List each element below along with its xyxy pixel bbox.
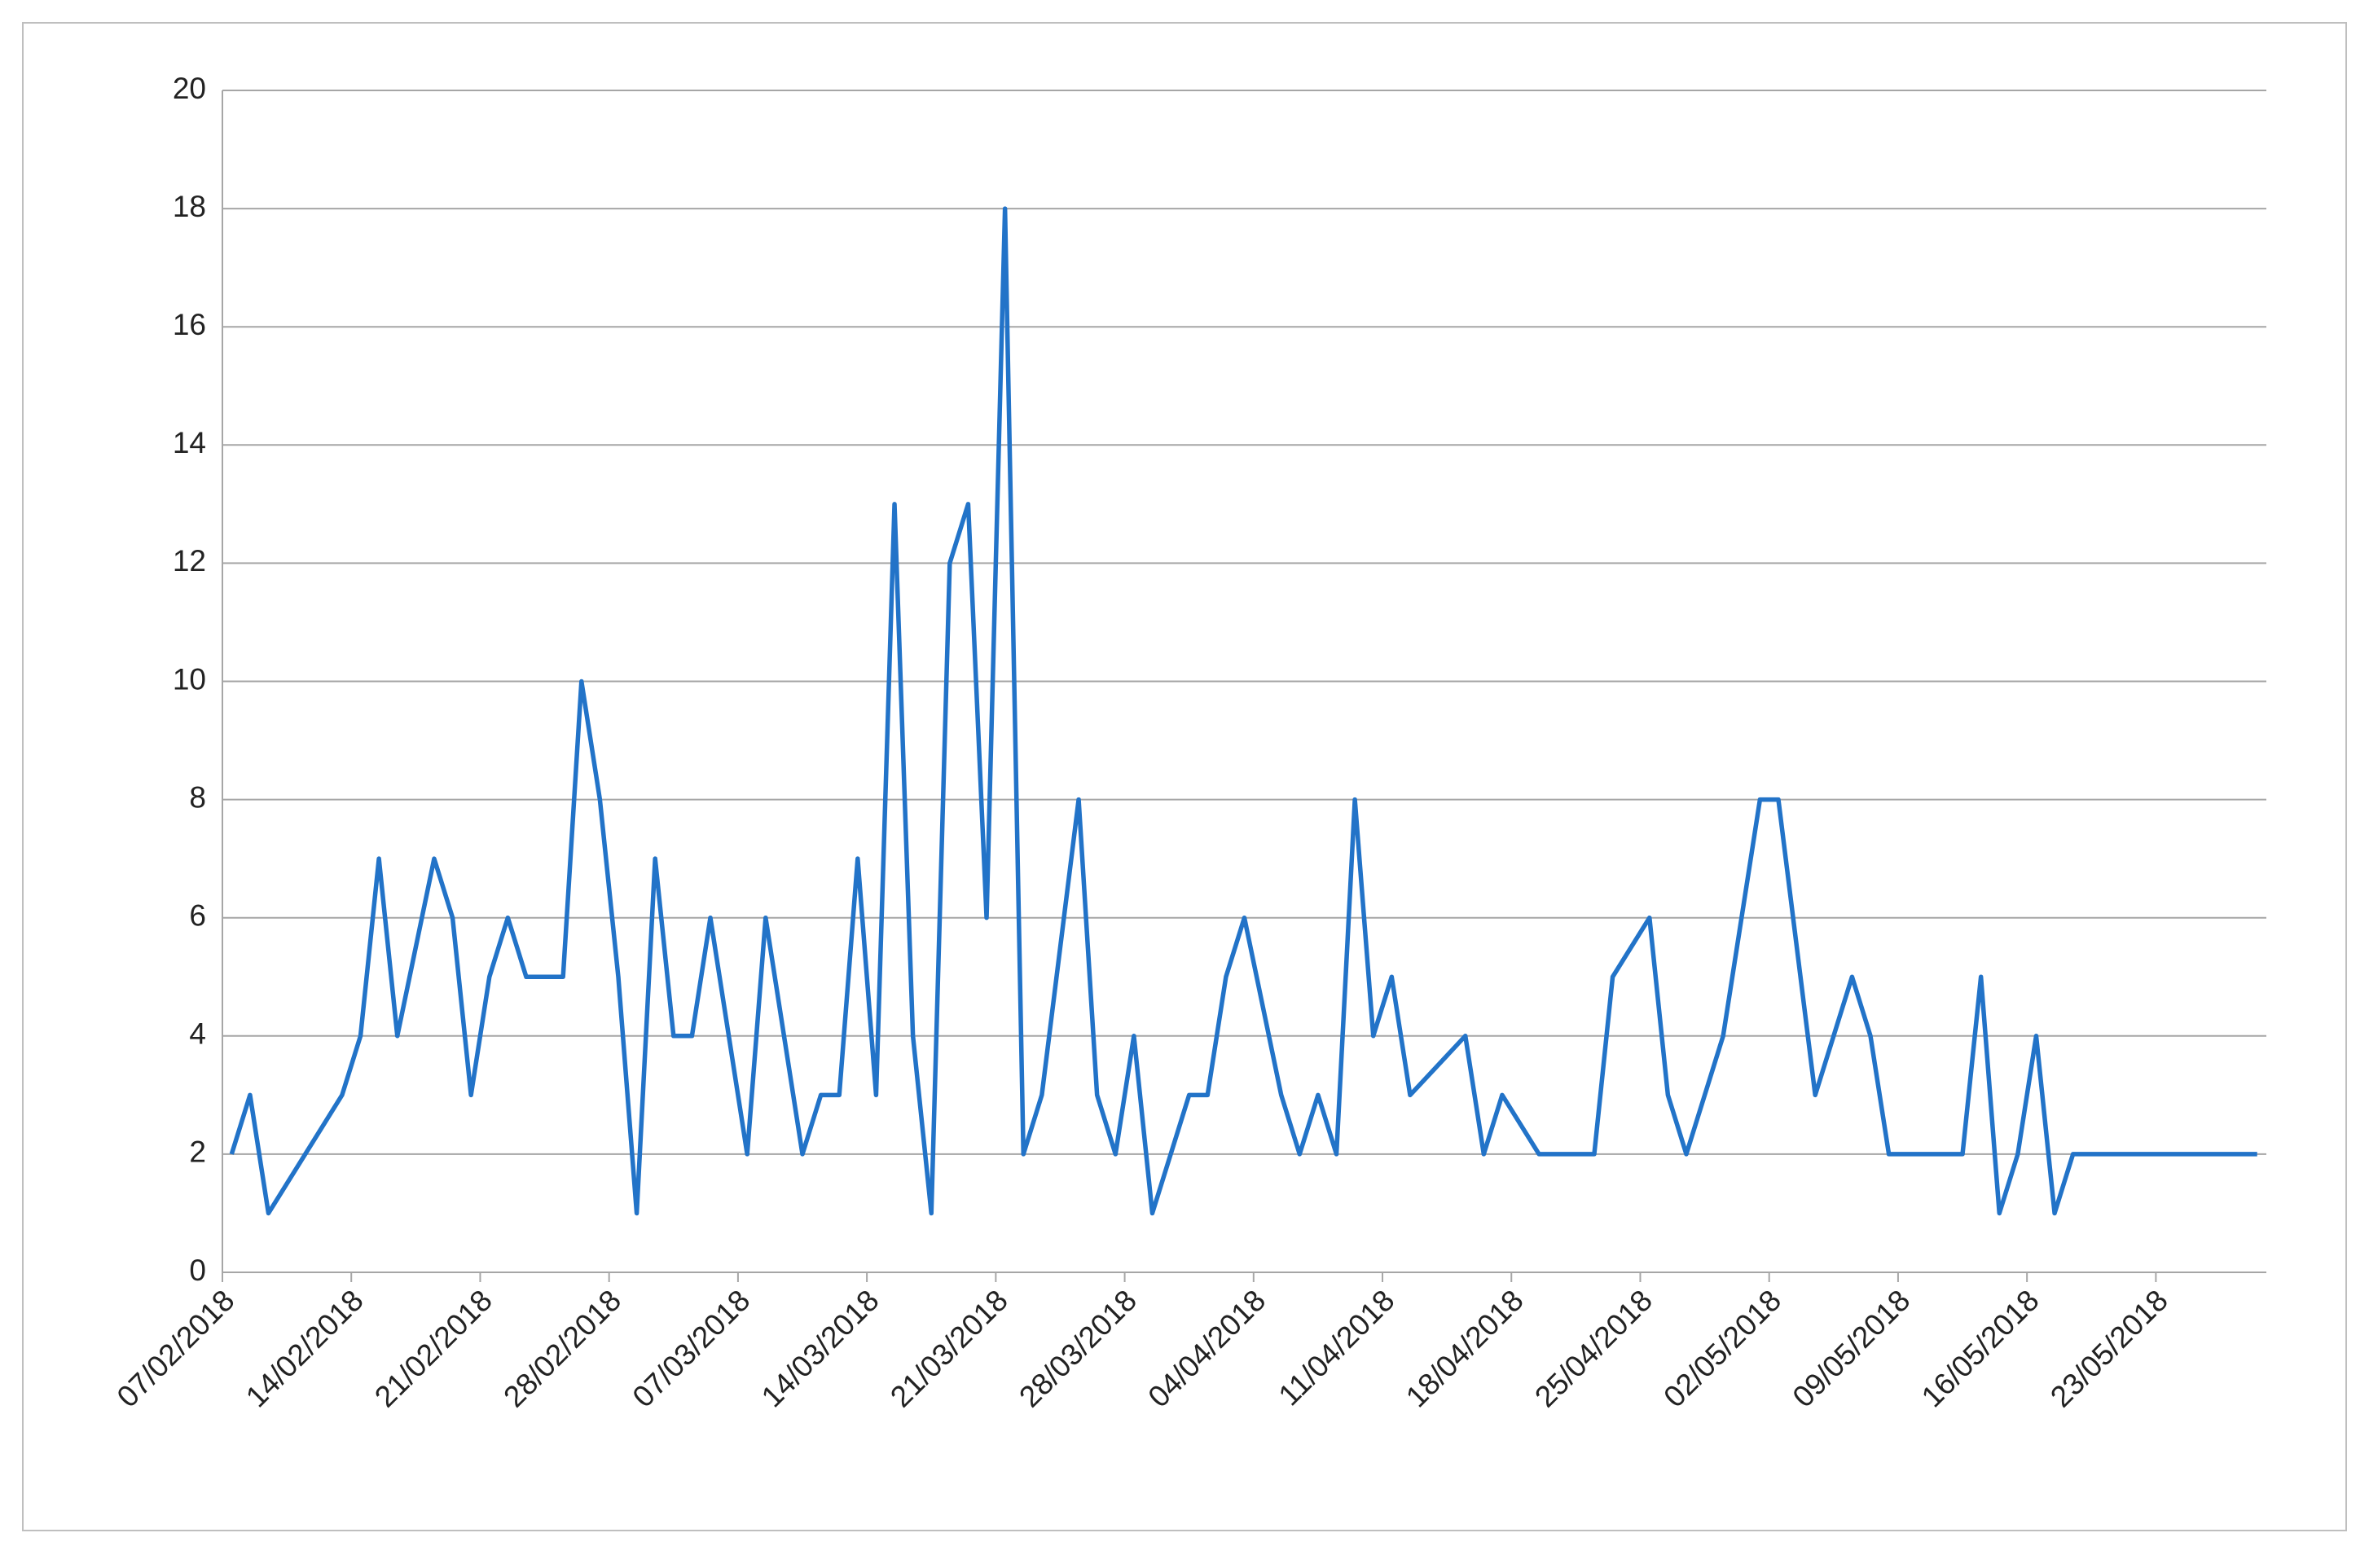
chart-border [22, 22, 2347, 1531]
y-tick-label: 14 [173, 426, 206, 459]
y-tick-label: 2 [189, 1135, 206, 1169]
y-tick-label: 16 [173, 308, 206, 341]
y-tick-label: 12 [173, 544, 206, 578]
y-tick-label: 10 [173, 662, 206, 696]
y-tick-label: 6 [189, 898, 206, 932]
data-line [229, 206, 2257, 1216]
y-tick-label: 8 [189, 780, 206, 814]
y-tick-label: 20 [173, 72, 206, 105]
y-tick-label: 4 [189, 1017, 206, 1051]
y-tick-label: 0 [189, 1254, 206, 1287]
y-tick-label: 18 [173, 190, 206, 223]
